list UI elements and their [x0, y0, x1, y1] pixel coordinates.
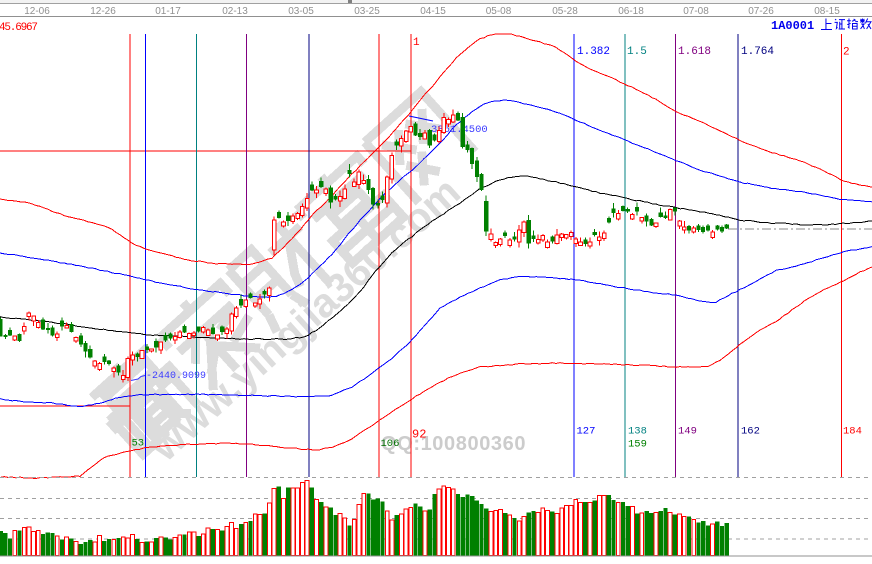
svg-text:149: 149: [678, 426, 697, 438]
svg-text:03-25: 03-25: [354, 6, 380, 17]
svg-text:07-08: 07-08: [683, 6, 709, 17]
svg-text:45.6967: 45.6967: [0, 22, 37, 34]
svg-text:92: 92: [412, 428, 426, 442]
svg-text:1A0001: 1A0001: [771, 19, 814, 33]
svg-text:12-26: 12-26: [90, 6, 116, 17]
svg-text:2: 2: [843, 47, 850, 59]
svg-text:04-15: 04-15: [420, 6, 446, 17]
svg-text:03-05: 03-05: [288, 6, 314, 17]
svg-text:1.382: 1.382: [577, 46, 610, 58]
svg-text:07-26: 07-26: [748, 6, 774, 17]
svg-text:53: 53: [132, 438, 145, 450]
svg-text:06-18: 06-18: [618, 6, 644, 17]
svg-text:1: 1: [413, 37, 420, 49]
svg-text:159: 159: [628, 438, 647, 450]
svg-text:106: 106: [381, 438, 400, 450]
svg-text:QQ:100800360: QQ:100800360: [381, 433, 526, 455]
svg-text:01-17: 01-17: [155, 6, 181, 17]
svg-text:138: 138: [628, 426, 647, 438]
svg-text:184: 184: [843, 426, 862, 438]
svg-text:08-15: 08-15: [814, 6, 840, 17]
svg-text:1.764: 1.764: [741, 46, 774, 58]
svg-text:05-08: 05-08: [486, 6, 512, 17]
svg-text:1.618: 1.618: [678, 46, 711, 58]
svg-text:1.5: 1.5: [627, 46, 647, 58]
svg-text:02-13: 02-13: [222, 6, 248, 17]
svg-text:162: 162: [741, 426, 760, 438]
svg-text:127: 127: [577, 426, 596, 438]
svg-text:-2440.9099: -2440.9099: [146, 371, 206, 382]
svg-text:05-28: 05-28: [552, 6, 578, 17]
svg-text:12-06: 12-06: [24, 6, 50, 17]
